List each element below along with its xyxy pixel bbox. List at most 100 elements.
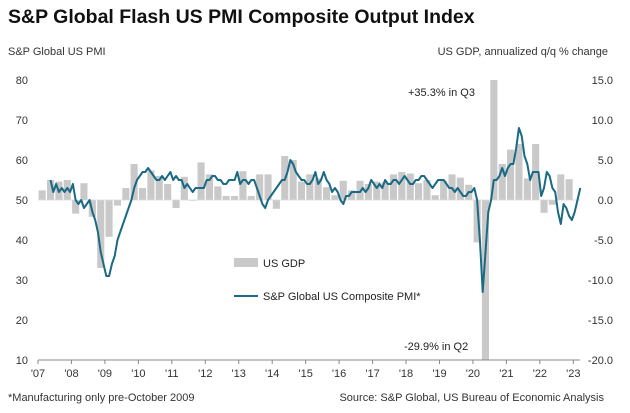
- x-tick-label: '18: [399, 368, 413, 380]
- gdp-bar: [323, 187, 331, 200]
- right-tick-label: 5.0: [598, 155, 613, 167]
- source-note: Source: S&P Global, US Bureau of Economi…: [339, 392, 604, 404]
- gdp-bar: [490, 80, 498, 200]
- gdp-bar: [548, 200, 556, 205]
- gdp-bar: [80, 183, 88, 200]
- gdp-bar: [289, 160, 297, 200]
- gdp-bar: [172, 200, 180, 208]
- left-tick-label: 40: [16, 235, 28, 247]
- gdp-bar: [214, 186, 222, 200]
- gdp-bar: [147, 170, 155, 200]
- gdp-bar: [440, 180, 448, 200]
- gdp-bar: [239, 171, 247, 200]
- x-tick-label: '10: [131, 368, 145, 380]
- legend-gdp-label: US GDP: [263, 258, 305, 270]
- gdp-bar: [557, 174, 565, 200]
- gdp-bar: [38, 190, 46, 200]
- gdp-bar: [523, 178, 531, 200]
- x-tick-label: '12: [198, 368, 212, 380]
- gdp-bar: [348, 190, 356, 200]
- x-tick-label: '17: [365, 368, 379, 380]
- left-tick-label: 30: [16, 275, 28, 287]
- right-tick-label: -15.0: [588, 315, 613, 327]
- legend-pmi-label: S&P Global US Composite PMI*: [263, 291, 421, 303]
- left-tick-label: 70: [16, 115, 28, 127]
- right-axis-title: US GDP, annualized q/q % change: [437, 46, 608, 58]
- gdp-bar: [164, 184, 172, 200]
- gdp-bar: [406, 173, 414, 200]
- gdp-bar: [381, 182, 389, 200]
- gdp-bar: [72, 200, 80, 214]
- gdp-bar: [197, 162, 205, 200]
- gdp-bar: [97, 200, 105, 268]
- gdp-bar: [130, 164, 138, 200]
- gdp-bar: [264, 174, 272, 200]
- gdp-bar: [63, 180, 71, 200]
- gdp-bar: [139, 188, 147, 200]
- right-tick-label: -5.0: [594, 235, 613, 247]
- gdp-bar: [398, 172, 406, 200]
- left-axis-title: S&P Global US PMI: [8, 46, 106, 58]
- gdp-bar: [231, 196, 239, 200]
- left-tick-label: 50: [16, 195, 28, 207]
- gdp-bar: [113, 200, 121, 206]
- x-tick-label: '20: [466, 368, 480, 380]
- pmi-line: [49, 127, 582, 293]
- gdp-bar: [105, 200, 113, 237]
- gdp-bar: [331, 195, 339, 200]
- gdp-bar: [515, 144, 523, 200]
- x-tick-label: '11: [165, 368, 179, 380]
- gdp-bar: [256, 174, 264, 200]
- x-tick-label: '09: [98, 368, 112, 380]
- x-tick-label: '21: [499, 368, 513, 380]
- gdp-bar: [364, 184, 372, 200]
- x-tick-label: '23: [566, 368, 580, 380]
- gdp-bar: [389, 174, 397, 200]
- gdp-bar: [481, 200, 489, 360]
- annotation-q2: -29.9% in Q2: [404, 341, 468, 353]
- x-tick-label: '08: [64, 368, 78, 380]
- gdp-bar: [306, 174, 314, 200]
- gdp-bar: [540, 200, 548, 213]
- right-tick-label: -20.0: [588, 355, 613, 367]
- gdp-bar: [297, 181, 305, 200]
- right-tick-label: -10.0: [588, 275, 613, 287]
- gdp-bars: [38, 80, 573, 360]
- gdp-bar: [272, 200, 280, 209]
- left-tick-label: 10: [16, 355, 28, 367]
- right-axis-ticks: 15.0 10.0 5.0 0.0 -5.0 -10.0 -15.0 -20.0: [588, 75, 613, 367]
- x-tick-label: '07: [31, 368, 45, 380]
- x-tick-label: '16: [332, 368, 346, 380]
- gdp-bar: [247, 196, 255, 200]
- x-tick-label: '19: [432, 368, 446, 380]
- x-tick-label: '14: [265, 368, 279, 380]
- gdp-bar: [205, 174, 213, 200]
- gdp-bar: [565, 179, 573, 200]
- gdp-bar: [415, 183, 423, 200]
- gdp-bar: [373, 181, 381, 200]
- x-axis-ticks: '07 '08 '09 '10 '11 '12 '13 '14 '15 '16 '17 '18 '19 '…: [31, 360, 580, 380]
- x-tick-label: '15: [299, 368, 313, 380]
- left-tick-label: 60: [16, 155, 28, 167]
- gdp-bar: [122, 188, 130, 200]
- gdp-bar: [507, 149, 515, 200]
- legend: US GDP S&P Global US Composite PMI*: [234, 258, 421, 303]
- gdp-bar: [155, 176, 163, 200]
- right-tick-label: 0.0: [598, 195, 613, 207]
- x-tick-label: '13: [232, 368, 246, 380]
- gdp-bar: [498, 164, 506, 200]
- chart-title: S&P Global Flash US PMI Composite Output…: [8, 6, 475, 28]
- right-tick-label: 10.0: [592, 115, 613, 127]
- left-tick-label: 80: [16, 75, 28, 87]
- x-tick-label: '22: [533, 368, 547, 380]
- left-tick-label: 20: [16, 315, 28, 327]
- gdp-bar: [222, 196, 230, 200]
- gdp-bar: [431, 195, 439, 200]
- gdp-bar: [339, 180, 347, 200]
- gdp-bar: [456, 177, 464, 200]
- footnote: *Manufacturing only pre-October 2009: [8, 392, 195, 404]
- gdp-bar: [314, 178, 322, 200]
- gdp-bar: [47, 180, 55, 200]
- gdp-bar: [423, 180, 431, 200]
